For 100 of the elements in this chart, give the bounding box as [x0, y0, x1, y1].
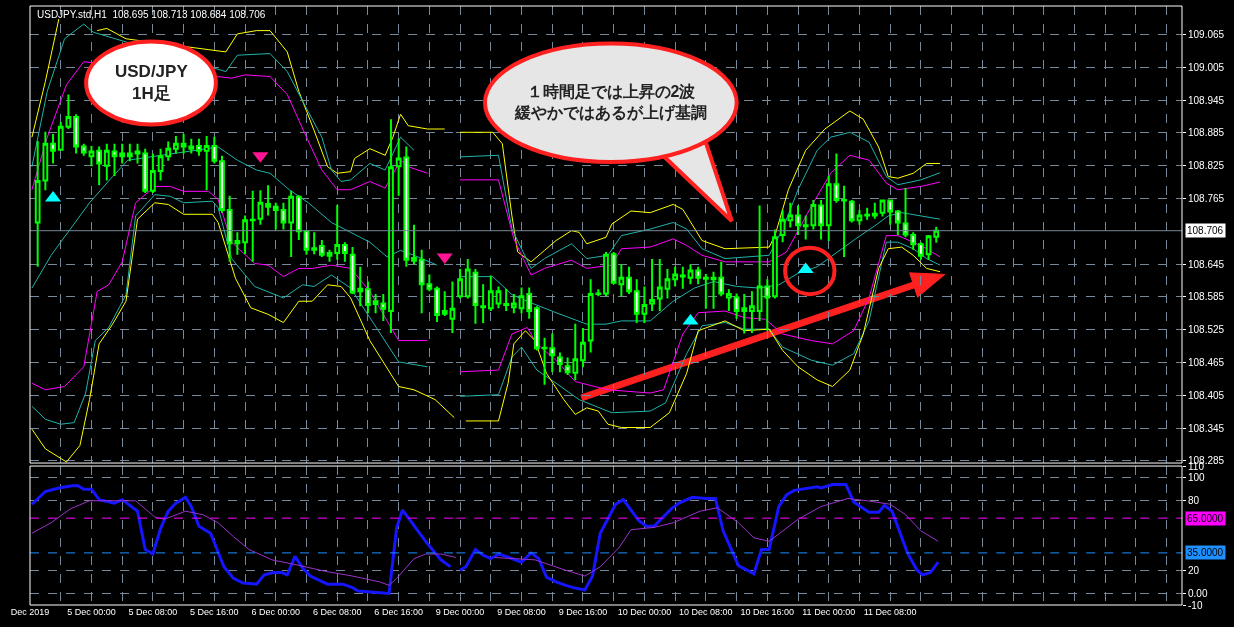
- candlestick: [257, 189, 264, 226]
- candlestick: [641, 285, 648, 325]
- x-tick-label: 6 Dec 00:00: [251, 607, 301, 617]
- candlestick: [764, 278, 771, 332]
- candlestick: [388, 118, 394, 334]
- y-tick-label: 108.585: [1188, 291, 1225, 303]
- y-tick-label: 108.825: [1188, 160, 1225, 172]
- line-series: [459, 212, 941, 325]
- y-tick-label: 109.065: [1188, 28, 1225, 40]
- candlestick: [457, 267, 463, 300]
- candlestick: [295, 194, 302, 241]
- x-tick-label: 5 Dec 00:00: [67, 607, 116, 617]
- candlestick: [580, 327, 586, 369]
- y-tick-label: 100: [1188, 472, 1206, 484]
- candlestick: [165, 140, 172, 162]
- candlestick: [288, 189, 294, 258]
- candlestick: [480, 283, 486, 325]
- candlestick: [126, 142, 133, 163]
- candlestick: [541, 336, 548, 386]
- candlestick: [472, 267, 479, 325]
- candlestick: [871, 201, 878, 220]
- candlestick: [687, 263, 694, 286]
- candlestick: [495, 285, 502, 310]
- candlestick: [741, 293, 748, 335]
- line-series: [458, 483, 940, 592]
- candlestick: [557, 351, 563, 374]
- candlestick: [910, 231, 917, 251]
- candlestick: [219, 154, 225, 214]
- x-tick-label: Dec 2019: [10, 607, 50, 617]
- candlestick: [695, 265, 702, 286]
- candlestick: [449, 280, 456, 334]
- y-tick-label: 108.525: [1188, 324, 1225, 336]
- candlestick: [249, 189, 256, 263]
- x-tick-label: 11 Dec 00:00: [802, 607, 856, 617]
- candlestick: [334, 204, 341, 261]
- y-tick-label: 108.645: [1188, 258, 1225, 270]
- y-tick-label: 108.945: [1188, 94, 1225, 106]
- candlestick: [173, 135, 179, 155]
- candlestick: [534, 305, 540, 352]
- x-tick-label: 6 Dec 16:00: [374, 607, 423, 617]
- candlestick: [818, 199, 824, 241]
- candlestick: [864, 206, 870, 221]
- candlestick: [649, 258, 655, 313]
- y-tick-label: 20: [1188, 564, 1200, 576]
- ref-line-label: 108.706: [1187, 225, 1224, 236]
- y-tick-label: 108.765: [1188, 192, 1225, 204]
- candlestick: [564, 356, 571, 377]
- candlestick: [242, 214, 248, 256]
- y-tick-label: 80: [1188, 495, 1200, 507]
- candlestick: [96, 145, 102, 187]
- x-tick-label: 10 Dec 16:00: [740, 607, 795, 617]
- candlestick: [918, 241, 924, 261]
- x-tick-label: 9 Dec 00:00: [435, 607, 485, 617]
- candlestick: [672, 265, 678, 288]
- candlestick: [103, 142, 110, 182]
- candlestick: [749, 290, 755, 334]
- candlestick: [142, 147, 149, 194]
- candlestick: [710, 270, 717, 310]
- candlestick: [679, 265, 686, 290]
- candlestick: [833, 152, 840, 204]
- candlestick: [57, 120, 64, 152]
- candlestick: [111, 142, 118, 178]
- line-series: [459, 154, 941, 276]
- x-tick-label: 9 Dec 16:00: [558, 607, 608, 617]
- candlestick: [633, 278, 640, 325]
- candlestick: [733, 292, 740, 320]
- candlestick: [510, 293, 517, 315]
- candlestick: [925, 234, 932, 261]
- candlestick: [411, 223, 417, 266]
- candlestick: [65, 93, 72, 131]
- y-tick-label: 108.885: [1188, 127, 1225, 139]
- y-tick-label: -10: [1188, 599, 1203, 611]
- y-tick-label: 108.345: [1188, 422, 1225, 434]
- candlestick: [365, 280, 371, 315]
- candlestick: [441, 290, 448, 317]
- candlestick: [119, 142, 126, 165]
- x-tick-label: 6 Dec 08:00: [312, 607, 362, 617]
- candlestick: [518, 286, 525, 315]
- candlestick: [80, 142, 87, 157]
- x-tick-label: 9 Dec 08:00: [497, 607, 546, 617]
- candlestick: [549, 332, 556, 374]
- candlestick: [825, 175, 832, 243]
- candlestick: [73, 113, 79, 155]
- y-tick-label: 108.405: [1188, 389, 1225, 401]
- candlestick: [526, 286, 533, 320]
- candlestick: [134, 142, 141, 165]
- candlestick: [772, 228, 778, 300]
- x-tick-label: 11 Dec 08:00: [863, 607, 917, 617]
- ref-line-label: 65.0000: [1187, 513, 1224, 524]
- line-series: [459, 131, 941, 269]
- candlestick: [188, 137, 195, 155]
- candlestick: [487, 274, 494, 313]
- candlestick: [357, 265, 364, 308]
- candlestick: [180, 132, 187, 155]
- candlestick: [718, 260, 725, 298]
- candlestick: [88, 144, 95, 168]
- candlestick: [150, 152, 156, 194]
- candlestick: [702, 272, 709, 310]
- candlestick: [887, 199, 894, 226]
- x-tick-label: 10 Dec 08:00: [679, 607, 733, 617]
